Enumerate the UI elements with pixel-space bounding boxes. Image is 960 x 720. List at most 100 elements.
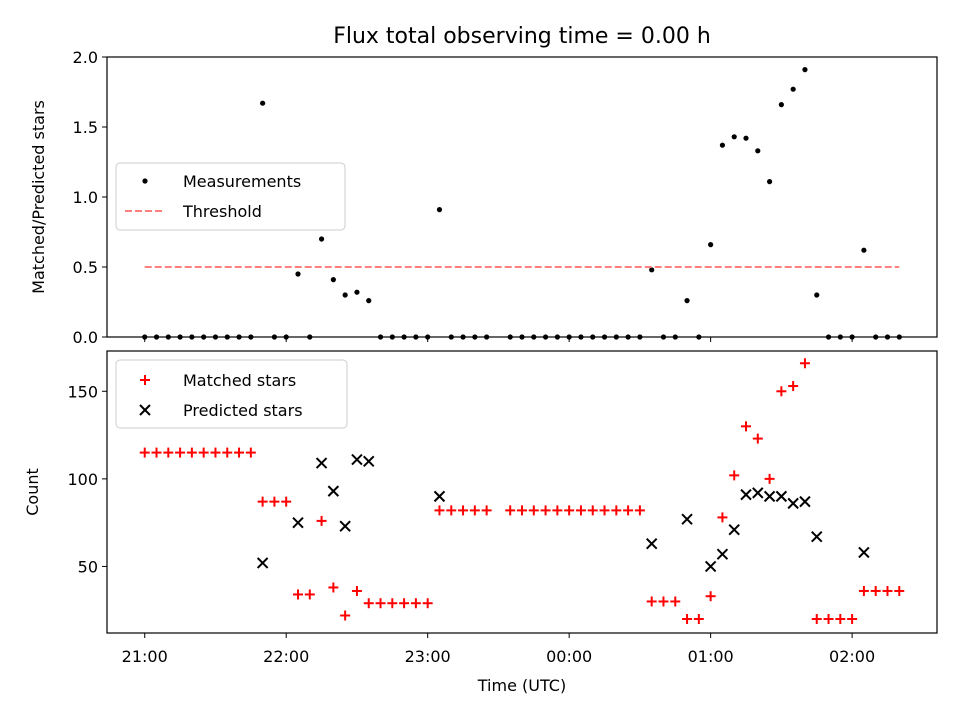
matched-star-point (764, 473, 775, 484)
matched-star-point (210, 447, 221, 458)
y-tick-label: 1.5 (73, 118, 98, 137)
measurement-point (377, 334, 384, 340)
matched-star-point (717, 512, 728, 523)
measurement-point (649, 267, 655, 273)
measurement-point (696, 334, 702, 340)
measurement-point (318, 236, 325, 242)
measurement-point (519, 334, 525, 340)
measurement-point (542, 334, 549, 340)
measurement-point (849, 334, 855, 340)
measurement-point (484, 334, 490, 340)
matched-star-point (858, 585, 869, 596)
matched-star-point (611, 505, 622, 516)
legend-measurement-marker (142, 178, 148, 184)
y-tick-label: 0.0 (73, 328, 98, 347)
predicted-star-point (315, 457, 328, 469)
predicted-star-point (327, 485, 340, 497)
matched-star-point (847, 613, 858, 624)
measurement-point (425, 334, 431, 340)
predicted-star-point (704, 560, 717, 573)
matched-star-point (281, 496, 292, 507)
matched-star-point (670, 596, 681, 607)
measurement-point (260, 100, 266, 106)
matched-star-point (587, 505, 598, 516)
matched-star-point (658, 596, 669, 607)
measurement-point (342, 292, 348, 298)
measurement-point (802, 67, 808, 73)
predicted-star-point (787, 497, 799, 510)
predicted-star-point (740, 488, 752, 501)
matched-star-point (752, 433, 763, 444)
y-tick-label: 150 (67, 382, 98, 401)
matched-star-point (799, 358, 810, 369)
y-tick-label: 2.0 (73, 48, 98, 67)
matched-star-point (410, 598, 421, 609)
matched-star-point (729, 470, 740, 481)
matched-star-point (363, 598, 374, 609)
count-panel: 50 100 150 21:00 22:00 23:00 00:00 01:00 02:00 Co… (23, 350, 938, 695)
measurement-point (283, 334, 289, 340)
chart-title: Flux total observing time = 0.00 h (333, 24, 711, 49)
matched-star-point (375, 598, 386, 609)
measurement-point (731, 134, 737, 140)
matched-star-point (517, 505, 527, 516)
matched-star-point (257, 496, 268, 507)
matched-star-point (634, 505, 645, 516)
y-tick-label: 1.0 (73, 188, 98, 207)
matched-star-point (870, 585, 881, 596)
predicted-star-point (363, 455, 375, 468)
matched-star-point (540, 505, 551, 516)
matched-star-point (328, 582, 339, 593)
matched-star-point (623, 505, 634, 516)
predicted-star-point (645, 537, 658, 550)
measurement-point (766, 179, 773, 185)
matched-star-point (776, 386, 787, 397)
matched-star-point (351, 585, 362, 596)
predicted-star-point (763, 490, 776, 503)
matched-star-point (163, 447, 174, 458)
matched-star-point (304, 589, 315, 600)
measurement-point (884, 334, 891, 340)
matched-star-point (564, 505, 575, 516)
x-tick-label: 22:00 (263, 647, 309, 666)
predicted-star-point (716, 548, 729, 560)
y-tick-label: 50 (78, 557, 98, 576)
x-tick-label: 01:00 (688, 647, 734, 666)
measurement-point (212, 334, 219, 340)
matched-star-point (882, 585, 893, 596)
x-tick-label: 23:00 (405, 647, 451, 666)
matched-star-point (222, 447, 233, 458)
measurement-point (165, 334, 171, 340)
legend: Matched stars Predicted stars (115, 359, 348, 429)
legend-label: Measurements (183, 172, 301, 191)
matched-star-point (469, 505, 480, 516)
measurement-point (814, 292, 820, 298)
legend: Measurements Threshold (115, 162, 346, 231)
predicted-star-point (351, 453, 363, 466)
measurement-point (354, 289, 360, 295)
matched-star-point (811, 613, 822, 624)
x-tick-label: 02:00 (829, 647, 875, 666)
matched-star-point (446, 505, 457, 516)
measurement-point (625, 334, 631, 340)
measurement-point (755, 148, 761, 154)
measurement-point (837, 334, 843, 340)
measurement-point (413, 334, 419, 340)
measurement-point (590, 334, 596, 340)
y-tick-label: 0.5 (73, 258, 98, 277)
measurement-point (271, 334, 278, 340)
x-tick-label: 21:00 (122, 647, 168, 666)
matched-star-point (434, 505, 445, 516)
matched-star-point (823, 613, 834, 624)
measurement-point (873, 334, 879, 340)
matched-star-point (387, 598, 398, 609)
matched-star-point (575, 505, 586, 516)
matched-star-point (894, 585, 905, 596)
matched-star-point (682, 613, 693, 624)
legend-predicted-marker (139, 404, 151, 416)
legend-label: Threshold (182, 202, 262, 221)
measurement-point (366, 298, 372, 304)
measurement-point (825, 334, 832, 340)
matched-star-point (340, 610, 351, 621)
